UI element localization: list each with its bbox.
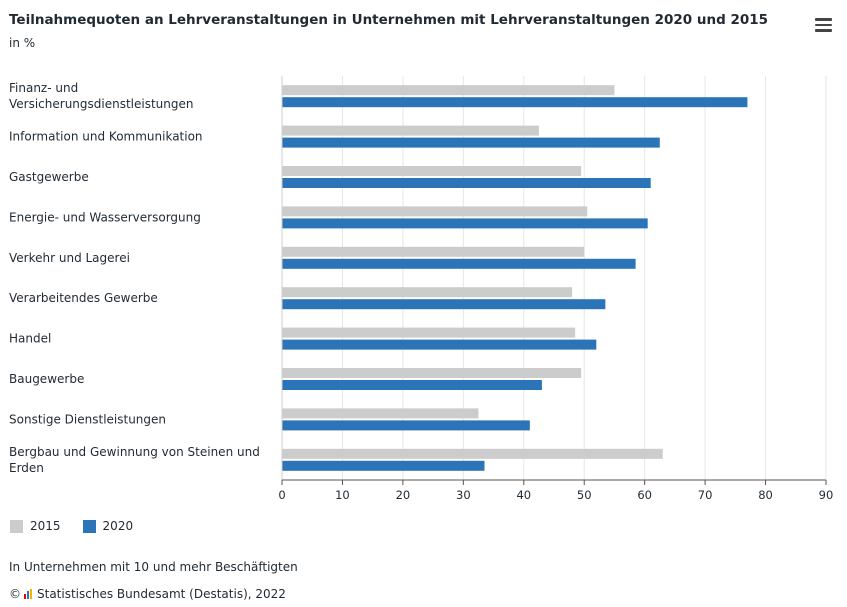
category-label-10: Bergbau und Gewinnung von Steinen und Erd… bbox=[9, 445, 260, 475]
x-tick-label-90: 90 bbox=[819, 488, 834, 502]
bar-2015-1 bbox=[282, 85, 615, 96]
legend-label-2015: 2015 bbox=[30, 519, 61, 533]
legend-item-2015[interactable]: 2015 bbox=[10, 519, 61, 533]
bar-2020-10 bbox=[282, 460, 485, 471]
bar-2020-3 bbox=[282, 178, 651, 188]
x-tick-label-60: 60 bbox=[637, 488, 652, 502]
x-tick-label-50: 50 bbox=[577, 488, 592, 502]
bar-2015-6 bbox=[282, 287, 573, 298]
category-label-2: Information und Kommunikation bbox=[9, 130, 203, 144]
category-label-8: Baugewerbe bbox=[9, 372, 84, 386]
bar-2020-7 bbox=[282, 339, 597, 350]
legend-swatch-2015 bbox=[10, 519, 23, 533]
bar-2015-10 bbox=[282, 448, 663, 459]
bar-2020-1 bbox=[282, 97, 748, 108]
bar-2015-8 bbox=[282, 368, 582, 378]
bar-2020-2 bbox=[282, 137, 660, 148]
chart-legend: 2015 2020 bbox=[10, 519, 155, 533]
x-tick-label-70: 70 bbox=[698, 488, 713, 502]
bar-2020-5 bbox=[282, 258, 636, 269]
bar-2020-9 bbox=[282, 420, 530, 431]
bar-2015-9 bbox=[282, 408, 479, 419]
source-credit: © Statistisches Bundesamt (Destatis), 20… bbox=[9, 587, 286, 601]
chart-subtitle: in % bbox=[9, 36, 36, 50]
bar-2020-4 bbox=[282, 218, 648, 229]
legend-label-2020: 2020 bbox=[102, 519, 134, 533]
hamburger-menu-icon[interactable] bbox=[815, 18, 832, 32]
category-label-6: Verarbeitendes Gewerbe bbox=[9, 291, 158, 305]
bar-2015-3 bbox=[282, 166, 582, 176]
bar-2015-5 bbox=[282, 246, 585, 257]
x-tick-label-0: 0 bbox=[278, 488, 285, 502]
bar-2020-8 bbox=[282, 380, 542, 390]
category-label-7: Handel bbox=[9, 332, 51, 346]
x-tick-label-20: 20 bbox=[396, 488, 411, 502]
category-label-5: Verkehr und Lagerei bbox=[9, 251, 130, 265]
category-label-3: Gastgewerbe bbox=[9, 170, 89, 184]
legend-swatch-2020 bbox=[82, 519, 96, 533]
legend-item-2020[interactable]: 2020 bbox=[82, 519, 134, 533]
bar-2015-4 bbox=[282, 206, 588, 217]
category-label-1: Finanz- und Versicherungsdienstleistungen bbox=[9, 81, 194, 111]
bar-2020-6 bbox=[282, 299, 606, 310]
x-tick-label-30: 30 bbox=[456, 488, 471, 502]
source-text: Statistisches Bundesamt (Destatis), 2022 bbox=[37, 587, 286, 601]
chart-title: Teilnahmequoten an Lehrveranstaltungen i… bbox=[9, 12, 769, 28]
bar-2015-2 bbox=[282, 125, 539, 136]
x-tick-label-80: 80 bbox=[758, 488, 773, 502]
x-tick-label-40: 40 bbox=[516, 488, 531, 502]
destatis-logo-icon bbox=[24, 589, 33, 599]
bar-2015-7 bbox=[282, 327, 576, 338]
category-label-4: Energie- und Wasserversorgung bbox=[9, 210, 201, 224]
x-tick-label-10: 10 bbox=[335, 488, 350, 502]
category-label-9: Sonstige Dienstleistungen bbox=[9, 412, 166, 426]
footnote: In Unternehmen mit 10 und mehr Beschäfti… bbox=[9, 560, 298, 574]
copyright-symbol: © bbox=[9, 587, 21, 601]
bar-chart: Finanz- und Versicherungsdienstleistungen… bbox=[9, 76, 834, 502]
